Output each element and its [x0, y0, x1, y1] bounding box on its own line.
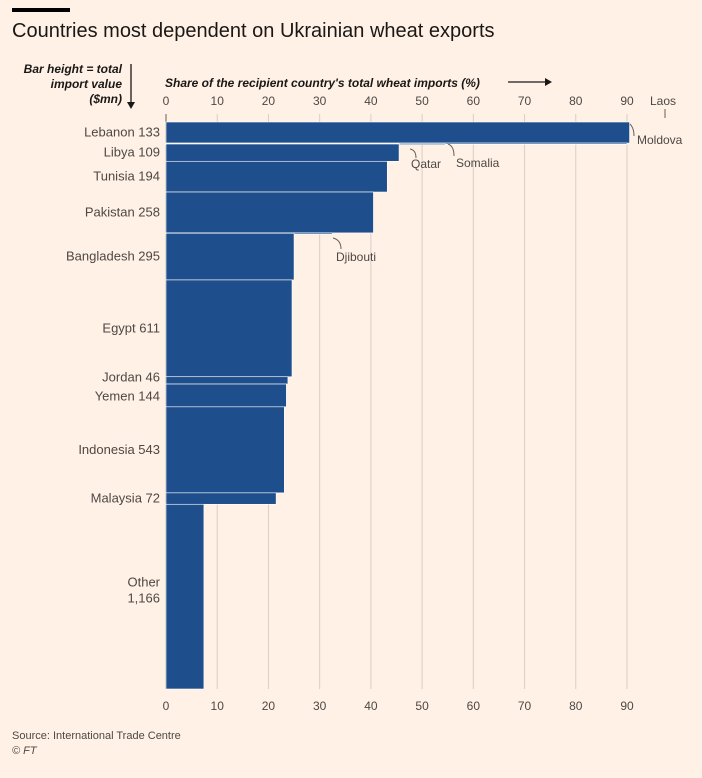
bar-jordan [165, 376, 289, 385]
x-tick-top-90: 90 [620, 94, 634, 108]
category-label-yemen: Yemen 144 [95, 388, 160, 403]
x-tick-bottom-90: 90 [620, 699, 634, 713]
x-tick-bottom-50: 50 [415, 699, 429, 713]
x-tick-bottom-30: 30 [313, 699, 327, 713]
category-label-tunisia: Tunisia 194 [93, 169, 160, 184]
annotation-somalia: Somalia [456, 156, 500, 170]
y-axis-arrow-icon [127, 102, 135, 109]
x-tick-bottom-0: 0 [163, 699, 170, 713]
annotation-moldova-leader [629, 123, 635, 137]
x-tick-bottom-80: 80 [569, 699, 583, 713]
chart-title: Countries most dependent on Ukrainian wh… [12, 20, 495, 42]
annotation-djibouti: Djibouti [336, 250, 376, 264]
annotation-qatar: Qatar [411, 157, 441, 171]
category-label-jordan: Jordan 46 [102, 369, 160, 384]
category-label-pakistan: Pakistan 258 [85, 204, 160, 219]
bar-egypt [165, 279, 293, 378]
x-tick-top-50: 50 [415, 94, 429, 108]
x-tick-top-60: 60 [467, 94, 481, 108]
y-axis-note: Bar height = total import value ($mn) [23, 62, 122, 106]
x-axis-note: Share of the recipient country's total w… [165, 76, 480, 90]
bar-tunisia [165, 160, 388, 193]
x-tick-top-80: 80 [569, 94, 583, 108]
category-label-other: Other 1,166 [127, 575, 160, 606]
x-axis-arrow-icon [545, 78, 552, 86]
x-tick-bottom-20: 20 [262, 699, 276, 713]
annotation-qatar-leader [409, 148, 417, 159]
x-tick-bottom-10: 10 [211, 699, 225, 713]
bar-bangladesh [165, 232, 295, 281]
x-tick-top-40: 40 [364, 94, 378, 108]
x-tick-top-30: 30 [313, 94, 327, 108]
x-tick-top-0: 0 [163, 94, 170, 108]
annotation-laos: Laos [650, 94, 676, 108]
bar-yemen [165, 383, 287, 408]
credit-note: © FT [12, 745, 37, 757]
x-tick-bottom-40: 40 [364, 699, 378, 713]
x-tick-bottom-70: 70 [518, 699, 532, 713]
bar-malaysia [165, 492, 277, 505]
bar-pakistan [165, 191, 374, 234]
category-label-libya: Libya 109 [104, 145, 160, 160]
category-label-bangladesh: Bangladesh 295 [66, 249, 160, 264]
annotation-djibouti-leader [332, 237, 342, 250]
annotation-moldova: Moldova [637, 133, 683, 147]
brand-bar [12, 8, 70, 12]
x-tick-top-70: 70 [518, 94, 532, 108]
category-label-indonesia: Indonesia 543 [78, 442, 160, 457]
bar-libya [165, 143, 400, 162]
bar-lebanon [165, 121, 630, 144]
x-tick-top-10: 10 [211, 94, 225, 108]
source-note: Source: International Trade Centre [12, 730, 181, 742]
annotation-somalia-leader [447, 143, 455, 157]
bar-other [165, 503, 205, 690]
category-label-egypt: Egypt 611 [102, 320, 160, 335]
x-tick-bottom-60: 60 [467, 699, 481, 713]
category-label-lebanon: Lebanon 133 [84, 125, 160, 140]
x-tick-top-20: 20 [262, 94, 276, 108]
category-label-malaysia: Malaysia 72 [91, 491, 160, 506]
bar-indonesia [165, 406, 285, 494]
